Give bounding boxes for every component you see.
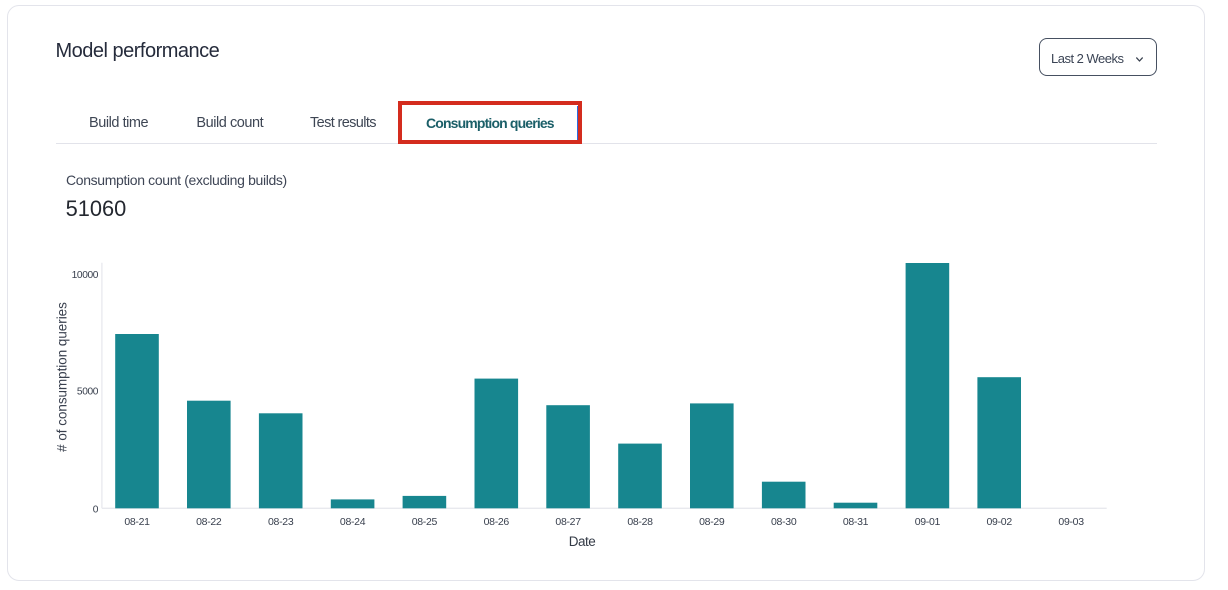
svg-text:5000: 5000 <box>77 386 99 397</box>
svg-text:08-29: 08-29 <box>699 516 725 528</box>
svg-text:08-21: 08-21 <box>124 516 150 528</box>
svg-text:09-01: 09-01 <box>915 516 941 528</box>
svg-text:08-23: 08-23 <box>268 516 294 528</box>
svg-text:08-28: 08-28 <box>627 516 653 528</box>
svg-text:10000: 10000 <box>72 270 99 281</box>
svg-text:08-27: 08-27 <box>555 516 581 528</box>
svg-text:08-31: 08-31 <box>843 516 869 528</box>
svg-text:# of consumption queries: # of consumption queries <box>55 302 70 452</box>
svg-text:08-26: 08-26 <box>484 516 510 528</box>
svg-text:08-25: 08-25 <box>412 516 438 528</box>
svg-text:08-22: 08-22 <box>196 516 222 528</box>
svg-text:0: 0 <box>93 504 99 515</box>
svg-text:09-02: 09-02 <box>987 516 1013 528</box>
svg-text:09-03: 09-03 <box>1058 516 1084 528</box>
svg-text:Date: Date <box>569 534 596 549</box>
svg-text:08-24: 08-24 <box>340 516 366 528</box>
svg-text:08-30: 08-30 <box>771 516 797 528</box>
